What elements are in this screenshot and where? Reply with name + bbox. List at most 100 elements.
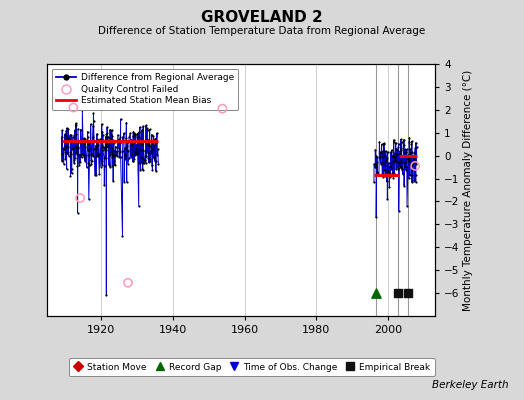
- Point: [412, 144, 421, 150]
- Point: [135, 134, 143, 140]
- Point: [380, 166, 388, 173]
- Point: [405, 175, 413, 181]
- Point: [61, 156, 70, 162]
- Point: [121, 151, 129, 158]
- Point: [75, 162, 83, 168]
- Point: [397, 145, 406, 151]
- Point: [396, 148, 404, 154]
- Point: [404, 152, 412, 158]
- Point: [134, 150, 142, 156]
- Point: [395, 208, 403, 214]
- Point: [75, 152, 84, 158]
- Point: [380, 148, 388, 154]
- Point: [94, 150, 103, 157]
- Point: [94, 137, 103, 143]
- Point: [102, 143, 111, 149]
- Point: [377, 150, 385, 156]
- Point: [90, 118, 98, 125]
- Point: [407, 150, 415, 156]
- Point: [116, 149, 124, 155]
- Point: [375, 172, 383, 178]
- Point: [386, 174, 394, 180]
- Point: [108, 132, 116, 139]
- Point: [64, 144, 72, 150]
- Point: [116, 148, 124, 155]
- Point: [58, 145, 67, 151]
- Point: [63, 135, 72, 142]
- Legend: Difference from Regional Average, Quality Control Failed, Estimated Station Mean: Difference from Regional Average, Qualit…: [52, 68, 238, 110]
- Point: [139, 156, 148, 163]
- Point: [68, 170, 76, 176]
- Point: [389, 152, 398, 159]
- Point: [136, 167, 145, 173]
- Point: [72, 130, 80, 137]
- Point: [146, 156, 154, 163]
- Point: [85, 162, 94, 168]
- Point: [70, 157, 78, 164]
- Point: [102, 147, 111, 153]
- Point: [123, 143, 132, 150]
- Point: [150, 158, 159, 164]
- Point: [86, 145, 95, 151]
- Point: [381, 158, 390, 165]
- Text: Difference of Station Temperature Data from Regional Average: Difference of Station Temperature Data f…: [99, 26, 425, 36]
- Point: [406, 161, 414, 168]
- Point: [95, 171, 103, 178]
- Point: [408, 179, 416, 186]
- Point: [379, 153, 388, 160]
- Point: [101, 144, 109, 150]
- Point: [60, 161, 68, 167]
- Point: [412, 158, 420, 165]
- Point: [69, 137, 78, 144]
- Point: [127, 154, 135, 160]
- Point: [376, 149, 384, 155]
- Point: [142, 153, 150, 160]
- Point: [99, 136, 107, 143]
- Point: [129, 133, 137, 139]
- Point: [411, 163, 419, 169]
- Point: [75, 159, 83, 166]
- Text: Berkeley Earth: Berkeley Earth: [432, 380, 508, 390]
- Point: [131, 131, 139, 137]
- Point: [138, 127, 146, 133]
- Point: [86, 144, 95, 151]
- Point: [73, 163, 82, 170]
- Point: [411, 179, 420, 185]
- Point: [63, 150, 72, 156]
- Point: [398, 166, 406, 172]
- Point: [78, 107, 86, 114]
- Point: [102, 292, 111, 298]
- Point: [62, 128, 70, 134]
- Point: [135, 203, 143, 209]
- Point: [106, 164, 114, 170]
- Point: [140, 157, 149, 163]
- Point: [64, 126, 72, 132]
- Point: [139, 160, 148, 166]
- Point: [80, 140, 89, 147]
- Point: [67, 151, 75, 157]
- Point: [68, 146, 76, 152]
- Point: [102, 131, 111, 138]
- Point: [385, 184, 394, 190]
- Point: [144, 141, 152, 148]
- Point: [385, 160, 393, 166]
- Point: [125, 134, 133, 140]
- Point: [84, 140, 93, 147]
- Point: [60, 145, 68, 152]
- Point: [395, 162, 403, 168]
- Point: [82, 164, 91, 170]
- Point: [153, 130, 161, 136]
- Point: [65, 136, 73, 142]
- Point: [87, 157, 95, 163]
- Point: [111, 162, 119, 168]
- Point: [114, 132, 122, 138]
- Point: [133, 130, 141, 137]
- Point: [90, 146, 99, 152]
- Point: [128, 141, 137, 147]
- Point: [115, 137, 123, 144]
- Point: [92, 135, 101, 142]
- Point: [110, 140, 118, 146]
- Point: [92, 142, 101, 149]
- Point: [144, 140, 152, 146]
- Point: [118, 148, 127, 154]
